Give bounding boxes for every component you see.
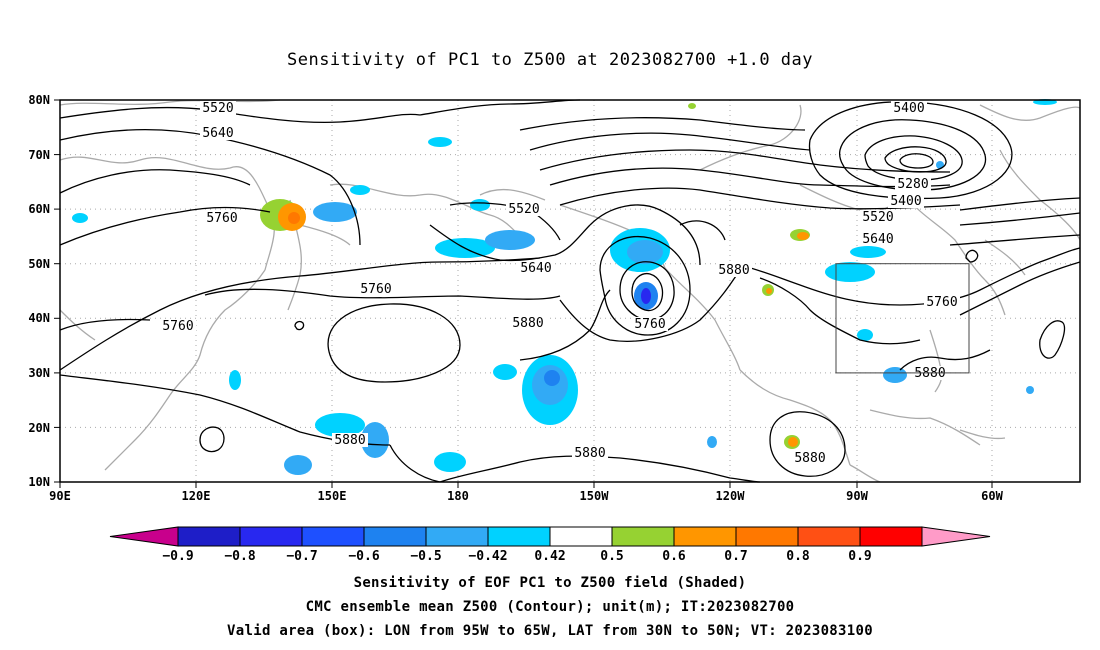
- colorbar-swatch: [239, 526, 303, 547]
- axis-ticks: [54, 99, 993, 488]
- colorbar-swatch: [859, 526, 923, 547]
- lon-label: 120W: [716, 489, 746, 503]
- contour-label: 5880: [512, 316, 543, 331]
- footer-line-1: Sensitivity of EOF PC1 to Z500 field (Sh…: [353, 575, 747, 591]
- colorbar-label: 0.7: [724, 549, 747, 564]
- shaded-sensitivity: [72, 99, 1057, 475]
- contour-label: 5760: [162, 319, 193, 334]
- lat-label: 10N: [28, 475, 50, 489]
- contour-label-bg: [518, 261, 554, 275]
- colorbar-swatch: [425, 526, 489, 547]
- colorbar-swatch: [673, 526, 737, 547]
- contour-label-bg: [332, 433, 368, 447]
- contour-label-bg: [860, 210, 896, 224]
- contour-label: 5760: [360, 282, 391, 297]
- valid-area-box: [835, 263, 970, 374]
- colorbar-label: 0.6: [662, 549, 686, 564]
- contour-label: 5400: [893, 101, 924, 116]
- footer-line-2: CMC ensemble mean Z500 (Contour); unit(m…: [305, 599, 795, 615]
- contour-label-bg: [200, 101, 236, 115]
- contour-label-bg: [895, 177, 931, 191]
- contour-label-bg: [160, 319, 196, 333]
- colorbar-label: 0.9: [848, 549, 871, 564]
- lat-label: 40N: [28, 311, 50, 325]
- colorbar-high-extend: [921, 526, 991, 547]
- contour-label: 5640: [862, 232, 893, 247]
- z500-contours: [59, 99, 1081, 483]
- contour-label-bg: [200, 126, 236, 140]
- contour-label: 5760: [634, 317, 665, 332]
- contour-label-bg: [506, 202, 542, 216]
- contour-label-bg: [924, 295, 960, 309]
- lon-label: 90W: [846, 489, 868, 503]
- lon-label: 120E: [182, 489, 211, 503]
- contour-label: 5520: [202, 101, 233, 116]
- contour-label-bg: [510, 316, 546, 330]
- colorbar-swatch: [301, 526, 365, 547]
- plot-frame: [59, 99, 1081, 483]
- contour-label: 5640: [202, 126, 233, 141]
- colorbar-label: 0.42: [534, 549, 565, 564]
- colorbar-label: −0.8: [224, 549, 255, 564]
- plot-background: [60, 100, 1080, 482]
- colorbar-swatch: [487, 526, 551, 547]
- contour-label: 5520: [508, 202, 539, 217]
- lat-label: 20N: [28, 421, 50, 435]
- contour-label-bg: [792, 451, 828, 465]
- contour-label: 5520: [862, 210, 893, 225]
- contour-label-bg: [572, 446, 608, 460]
- footer-line-3: Valid area (box): LON from 95W to 65W, L…: [227, 623, 873, 639]
- lon-label: 90E: [49, 489, 71, 503]
- colorbar-label: −0.5: [410, 549, 441, 564]
- map-title: Sensitivity of PC1 to Z500 at 2023082700…: [286, 50, 813, 70]
- colorbar-swatch: [363, 526, 427, 547]
- lon-label: 150W: [580, 489, 610, 503]
- lat-label: 60N: [28, 202, 50, 216]
- contour-label-bg: [204, 211, 240, 225]
- contour-labels: 5520 5640 5760 5520 5640 5760 5880 5760 5760 5880…: [160, 101, 960, 466]
- colorbar-label: −0.6: [348, 549, 379, 564]
- colorbar-label: 0.8: [786, 549, 810, 564]
- contour-label: 5760: [206, 211, 237, 226]
- lon-label: 60W: [981, 489, 1003, 503]
- contour-label: 5880: [914, 366, 945, 381]
- contour-label: 5400: [890, 194, 921, 209]
- lat-label: 50N: [28, 257, 50, 271]
- lon-label: 150E: [318, 489, 347, 503]
- contour-label: 5880: [794, 451, 825, 466]
- contour-label-bg: [632, 317, 668, 331]
- contour-label: 5280: [897, 177, 928, 192]
- contour-label: 5880: [574, 446, 605, 461]
- colorbar-label: −0.9: [162, 549, 193, 564]
- lat-label: 70N: [28, 148, 50, 162]
- longitude-labels: 90E 120E 150E 180 150W 120W 90W 60W: [49, 489, 1003, 503]
- colorbar-swatch: [735, 526, 799, 547]
- colorbar-swatch: [611, 526, 675, 547]
- contour-label: 5760: [926, 295, 957, 310]
- contour-label: 5880: [334, 433, 365, 448]
- lon-label: 180: [447, 489, 469, 503]
- contour-label-bg: [716, 263, 752, 277]
- lat-label: 30N: [28, 366, 50, 380]
- colorbar-low-extend: [109, 526, 179, 547]
- latitude-labels: 80N 70N 60N 50N 40N 30N 20N 10N: [28, 93, 50, 489]
- contour-label: 5640: [520, 261, 551, 276]
- colorbar-label: 0.5: [600, 549, 623, 564]
- contour-label-bg: [358, 282, 394, 296]
- colorbar: −0.9 −0.8 −0.7 −0.6 −0.5 −0.42 0.42 0.5 0.6 0.7 0.…: [109, 526, 991, 564]
- colorbar-swatch: [177, 526, 241, 547]
- lat-label: 80N: [28, 93, 50, 107]
- coastlines: [59, 99, 1081, 483]
- contour-label: 5880: [718, 263, 749, 278]
- colorbar-label: −0.42: [468, 549, 507, 564]
- contour-label-bg: [860, 232, 896, 246]
- colorbar-label: −0.7: [286, 549, 317, 564]
- colorbar-swatch: [549, 526, 613, 547]
- contour-label-bg: [888, 194, 924, 208]
- contour-label-bg: [891, 101, 927, 115]
- colorbar-swatch: [797, 526, 861, 547]
